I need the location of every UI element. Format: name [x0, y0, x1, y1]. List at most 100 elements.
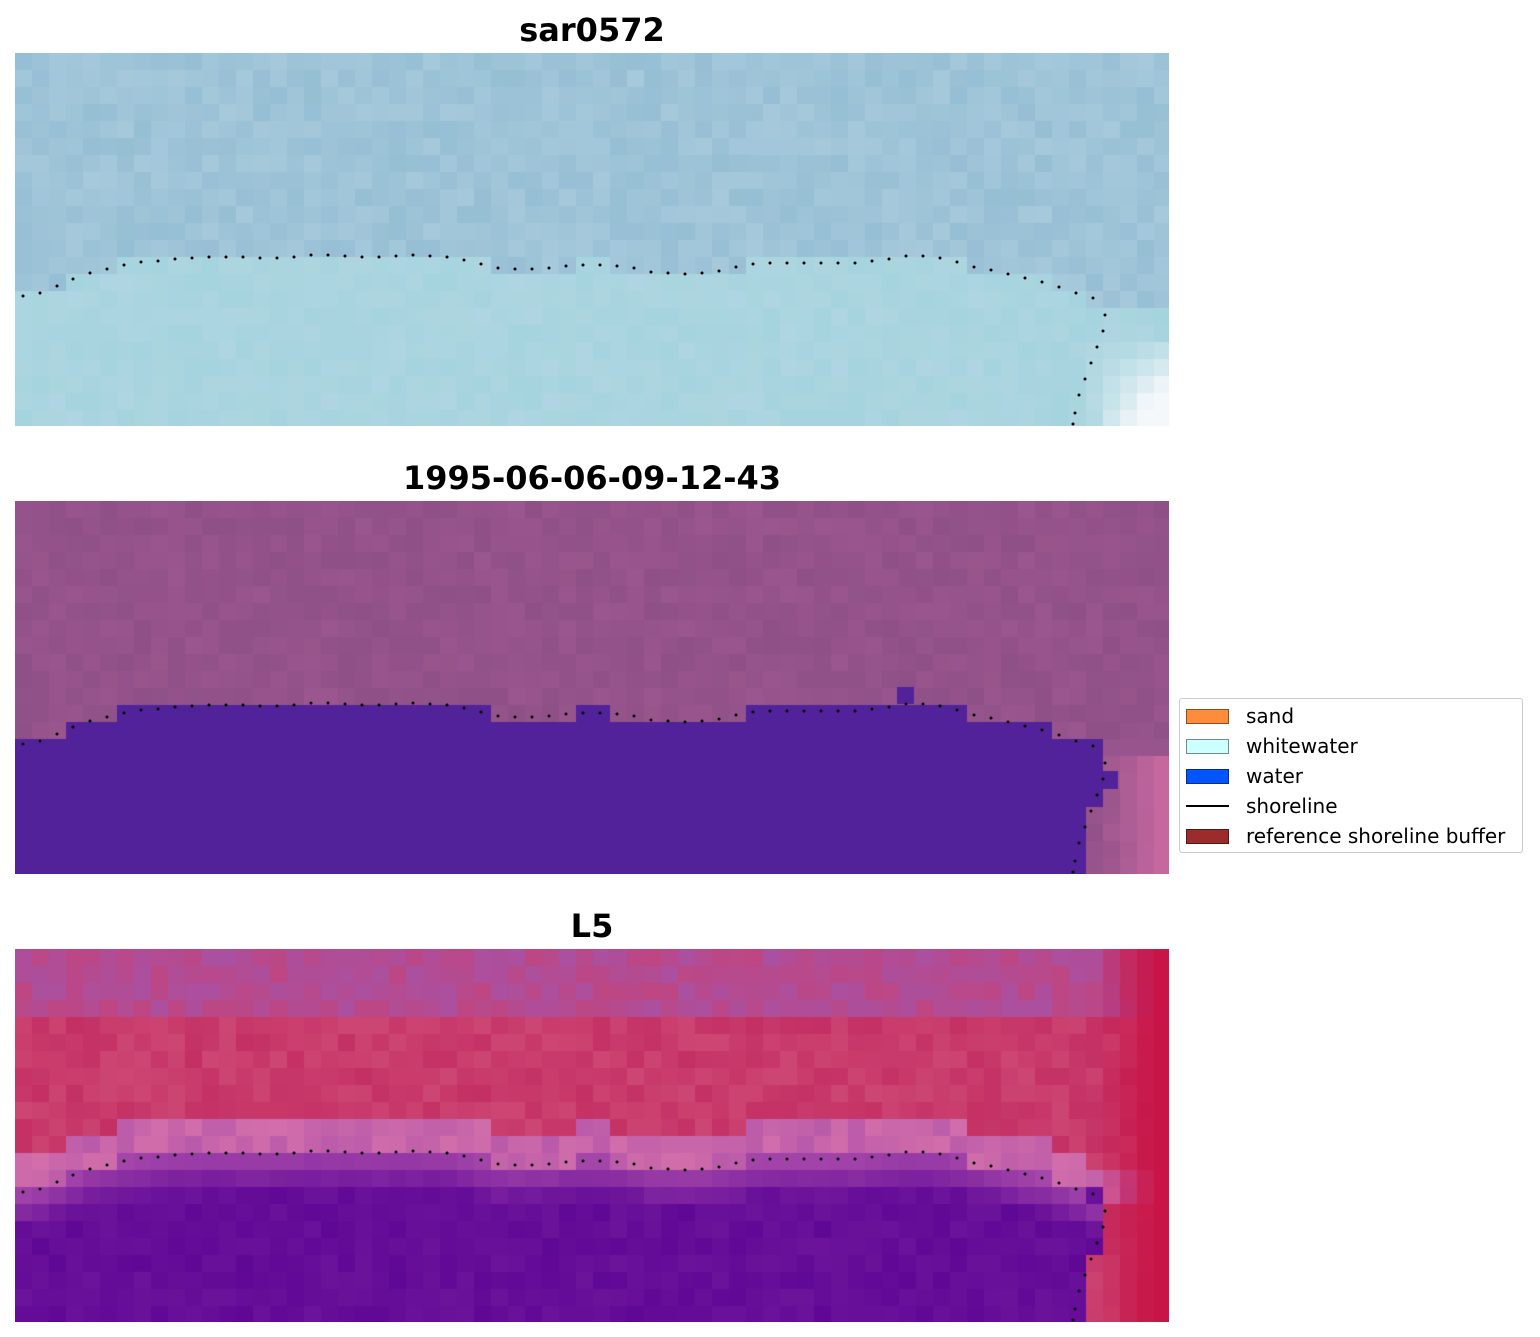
shoreline-dot — [1071, 422, 1075, 426]
legend-item-reference-buffer: reference shoreline buffer — [1186, 824, 1505, 848]
shoreline-dot — [683, 1168, 687, 1172]
shoreline-dot — [836, 709, 840, 713]
shoreline-line-swatch — [1186, 805, 1229, 807]
shoreline-dot — [819, 709, 823, 713]
shoreline-dot — [1091, 296, 1095, 300]
shoreline-dot — [190, 256, 194, 260]
shoreline-dot — [71, 277, 75, 281]
shoreline-dot — [55, 732, 59, 736]
shoreline-dot — [21, 1190, 25, 1194]
water-swatch — [1186, 768, 1229, 784]
legend-label: whitewater — [1246, 734, 1358, 758]
panel-title-sar: sar0572 — [519, 11, 665, 49]
shoreline-dot — [241, 1151, 245, 1155]
shoreline-dot — [547, 266, 551, 270]
shoreline-dot — [802, 261, 806, 265]
shoreline-dot — [904, 1150, 908, 1154]
shoreline-dot — [581, 1159, 585, 1163]
shoreline-dot — [377, 1151, 381, 1155]
shoreline-dot — [479, 710, 483, 714]
shoreline-dot — [1057, 733, 1061, 737]
sand-swatch — [1186, 708, 1229, 724]
shoreline-dot — [1073, 1307, 1077, 1311]
shoreline-dot — [632, 714, 636, 718]
shoreline-dot — [360, 1151, 364, 1155]
shoreline-dot — [615, 712, 619, 716]
shoreline-dot — [88, 719, 92, 723]
shoreline-dot — [326, 701, 330, 705]
shoreline-dot — [1089, 361, 1093, 365]
shoreline-dot — [241, 255, 245, 259]
shoreline-dot — [462, 706, 466, 710]
shoreline-dot — [802, 709, 806, 713]
shoreline-dot — [1101, 777, 1105, 781]
shoreline-dot — [598, 263, 602, 267]
shoreline-dot — [1083, 825, 1087, 829]
shoreline-dot — [802, 1157, 806, 1161]
shoreline-dot — [411, 701, 415, 705]
shoreline-dot — [972, 265, 976, 269]
shoreline-dot — [309, 253, 313, 257]
shoreline-dot — [751, 710, 755, 714]
shoreline-dot — [377, 703, 381, 707]
shoreline-dot — [870, 259, 874, 263]
shoreline-dot — [1073, 411, 1077, 415]
shoreline-dot — [1006, 720, 1010, 724]
shoreline-dot — [717, 717, 721, 721]
shoreline-dot — [1040, 728, 1044, 732]
shoreline-dot — [649, 718, 653, 722]
shoreline-dot — [768, 1157, 772, 1161]
shoreline-dot — [275, 1152, 279, 1156]
shoreline-dot — [683, 272, 687, 276]
shoreline-dot — [530, 715, 534, 719]
shoreline-dot — [207, 255, 211, 259]
shoreline-dot — [751, 262, 755, 266]
shoreline-dot — [921, 702, 925, 706]
shoreline-overlay — [21, 253, 1107, 426]
shoreline-dot — [190, 704, 194, 708]
legend-item-whitewater: whitewater — [1186, 734, 1358, 758]
shoreline-dot — [394, 254, 398, 258]
shoreline-dot — [700, 271, 704, 275]
shoreline-dot — [1091, 1192, 1095, 1196]
shoreline-dot — [717, 269, 721, 273]
classified-image — [15, 501, 1169, 874]
shoreline-dot — [343, 1150, 347, 1154]
shoreline-dot — [258, 1152, 262, 1156]
shoreline-dot — [649, 270, 653, 274]
shoreline-dot — [122, 263, 126, 267]
shoreline-dot — [666, 719, 670, 723]
shoreline-dot — [615, 264, 619, 268]
shoreline-dot — [190, 1152, 194, 1156]
shoreline-dot — [428, 254, 432, 258]
shoreline-dot — [581, 711, 585, 715]
shoreline-dot — [785, 709, 789, 713]
shoreline-dot — [462, 258, 466, 262]
shoreline-dot — [1074, 1187, 1078, 1191]
shoreline-dot — [377, 255, 381, 259]
shoreline-dot — [1040, 280, 1044, 284]
shoreline-dot — [785, 1157, 789, 1161]
shoreline-dot — [343, 254, 347, 258]
shoreline-dot — [55, 284, 59, 288]
legend-item-water: water — [1186, 764, 1303, 788]
shoreline-dot — [360, 255, 364, 259]
shoreline-dot — [360, 703, 364, 707]
shoreline-dot — [496, 1162, 500, 1166]
shoreline-dot — [921, 254, 925, 258]
legend-label: water — [1246, 764, 1303, 788]
shoreline-dot — [972, 713, 976, 717]
shoreline-dot — [1101, 1225, 1105, 1229]
shoreline-dot — [479, 1158, 483, 1162]
shoreline-dot — [989, 268, 993, 272]
shoreline-dot — [1089, 809, 1093, 813]
shoreline-dot — [870, 707, 874, 711]
shoreline-dot — [445, 703, 449, 707]
shoreline-dot — [343, 702, 347, 706]
shoreline-dot — [734, 713, 738, 717]
shoreline-dot — [38, 291, 42, 295]
shoreline-dot — [88, 1167, 92, 1171]
shoreline-dot — [21, 742, 25, 746]
shoreline-dot — [768, 709, 772, 713]
shoreline-dot — [632, 1162, 636, 1166]
